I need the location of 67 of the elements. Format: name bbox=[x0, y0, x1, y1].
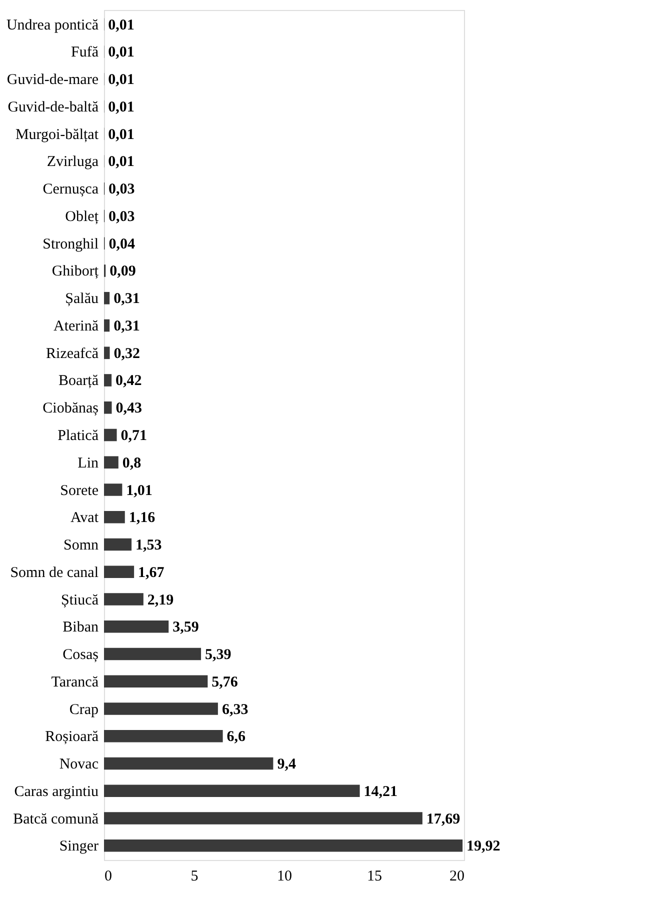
y-tick-label: Stronghil bbox=[42, 236, 98, 252]
data-label: 0,04 bbox=[108, 236, 136, 252]
y-tick-label: Știucă bbox=[61, 592, 99, 608]
data-label: 0,31 bbox=[114, 318, 140, 334]
data-label: 9,4 bbox=[277, 756, 296, 772]
x-tick-label: 5 bbox=[190, 868, 198, 884]
data-label: 5,39 bbox=[205, 647, 232, 663]
y-tick-label: Biban bbox=[62, 620, 99, 636]
x-tick-label: 10 bbox=[277, 868, 292, 884]
y-tick-label: Cosaș bbox=[62, 647, 99, 663]
y-tick-label: Boarță bbox=[58, 373, 99, 390]
y-tick-label: Roșioară bbox=[45, 729, 99, 746]
y-tick-label: Somn de canal bbox=[10, 564, 98, 581]
y-tick-label: Caras argintiu bbox=[14, 784, 99, 800]
y-tick-label: Ciobănaș bbox=[42, 400, 99, 417]
y-tick-label: Aterină bbox=[54, 318, 99, 334]
y-tick-label: Obleț bbox=[65, 209, 100, 225]
data-label: 0,09 bbox=[110, 264, 136, 280]
y-tick-label: Tarancă bbox=[51, 674, 99, 690]
y-tick-label: Singer bbox=[59, 838, 98, 855]
data-label: 0,43 bbox=[116, 400, 142, 417]
data-label: 0,01 bbox=[108, 126, 134, 143]
y-tick-label: Zvirluga bbox=[46, 154, 99, 170]
data-label: 6,33 bbox=[222, 702, 248, 718]
y-tick-label: Platică bbox=[58, 428, 99, 444]
y-tick-label: Batcă comună bbox=[13, 811, 99, 828]
data-label: 0,01 bbox=[108, 72, 134, 88]
y-tick-label: Lin bbox=[78, 455, 99, 472]
x-tick-label: 15 bbox=[367, 868, 382, 884]
y-tick-label: Fufă bbox=[71, 44, 99, 61]
data-label: 0,31 bbox=[114, 291, 140, 308]
data-label: 3,59 bbox=[172, 620, 199, 636]
data-label: 0,32 bbox=[114, 346, 140, 362]
data-label: 0,71 bbox=[120, 428, 148, 444]
y-tick-label: Ghiborț bbox=[52, 264, 100, 280]
data-label: 5,76 bbox=[212, 674, 238, 690]
y-tick-label: Guvid-de-mare bbox=[6, 72, 99, 88]
x-tick-label: 20 bbox=[450, 868, 464, 884]
data-label: 0,01 bbox=[108, 17, 134, 34]
data-label: 17,69 bbox=[426, 811, 460, 828]
data-label: 14,21 bbox=[364, 784, 398, 800]
data-label: 0,01 bbox=[108, 100, 134, 116]
data-label: 1,01 bbox=[126, 482, 152, 499]
data-label: 0,42 bbox=[116, 373, 142, 390]
data-label: 0,03 bbox=[108, 209, 135, 225]
y-tick-label: Novac bbox=[59, 756, 99, 772]
y-tick-label: Guvid-de-baltă bbox=[8, 100, 99, 116]
y-tick-label: Șalău bbox=[65, 291, 99, 308]
x-tick-label: 0 bbox=[104, 868, 112, 884]
data-label: 6,6 bbox=[226, 729, 246, 746]
y-tick-label: Somn bbox=[63, 538, 99, 554]
data-label: 0,03 bbox=[108, 182, 135, 198]
y-tick-label: Avat bbox=[70, 510, 100, 526]
data-label: 19,92 bbox=[466, 838, 500, 855]
y-tick-label: Sorete bbox=[60, 482, 99, 499]
data-label: 0,01 bbox=[108, 154, 134, 170]
data-label: 0,8 bbox=[122, 455, 142, 472]
y-tick-label: Crap bbox=[69, 702, 98, 718]
y-tick-label: Rizeafcă bbox=[46, 346, 99, 362]
data-label: 2,19 bbox=[147, 592, 174, 608]
data-label: 1,53 bbox=[136, 538, 162, 554]
data-label: 0,01 bbox=[108, 44, 134, 61]
y-tick-label: Undrea pontică bbox=[6, 17, 99, 34]
y-tick-label: Murgoi-bălțat bbox=[15, 126, 100, 143]
data-label: 1,67 bbox=[138, 564, 165, 581]
data-label: 1,16 bbox=[128, 510, 156, 526]
y-tick-label: Cernușca bbox=[42, 182, 99, 198]
